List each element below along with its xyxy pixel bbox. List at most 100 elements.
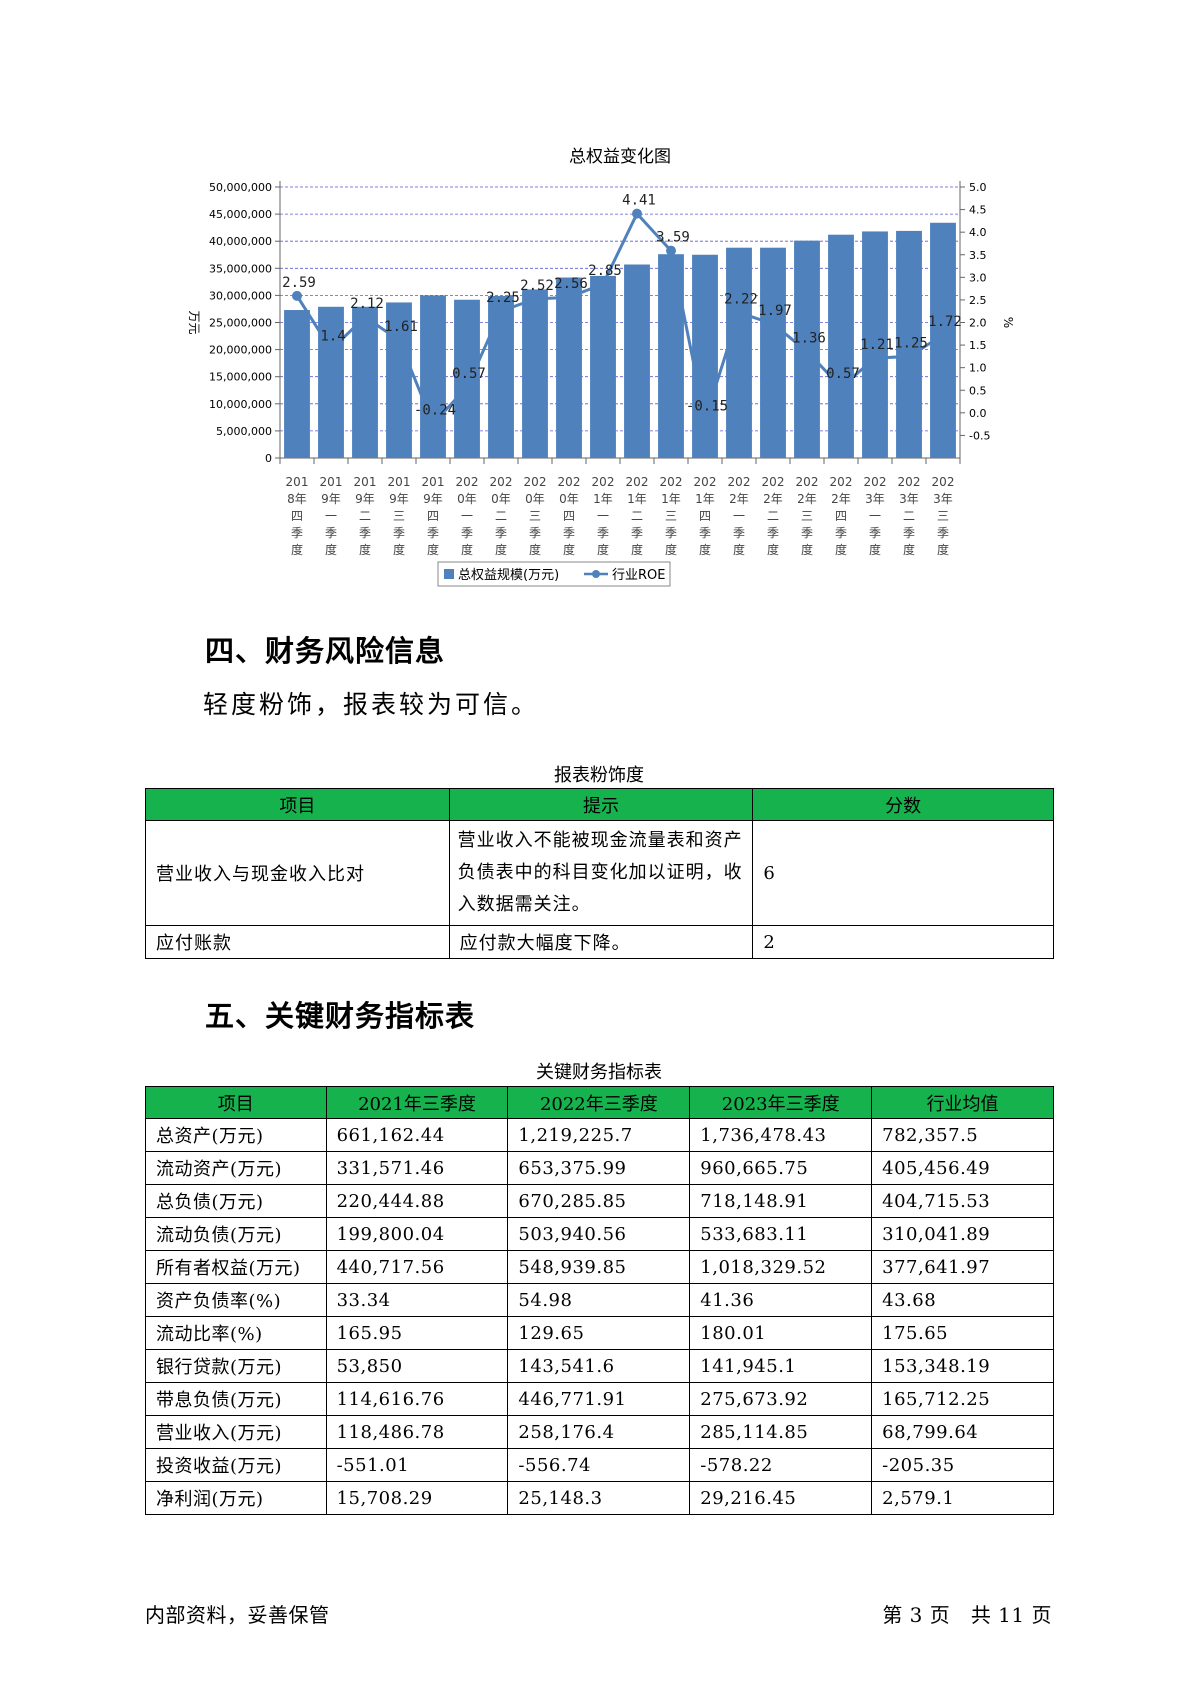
x-tick-label: 二 — [359, 509, 371, 523]
x-tick-label: 季 — [835, 526, 847, 540]
x-tick-label: 一 — [733, 509, 745, 523]
table-row: 营业收入(万元) 118,486.78 258,176.4 285,114.85 68,… — [145, 1415, 1054, 1449]
risk-table-header: 项目 提示 分数 — [145, 788, 1054, 821]
x-tick-label: 季 — [665, 526, 677, 540]
x-tick-label: 度 — [801, 542, 813, 557]
indicator-table-caption: 关键财务指标表 — [536, 1062, 662, 1083]
x-tick-label: 202 — [456, 475, 479, 489]
x-tick-label: 0年 — [457, 492, 477, 506]
x-tick-label: 三 — [529, 509, 541, 523]
indicator-value: 1,736,478.43 — [689, 1118, 873, 1152]
table-row: 所有者权益(万元) 440,717.56 548,939.85 1,018,329.5… — [145, 1250, 1054, 1284]
x-tick-label: 度 — [325, 542, 337, 557]
roe-data-label: 2.25 — [486, 290, 520, 306]
risk-hint: 应付款大幅度下降。 — [448, 925, 754, 959]
x-tick-label: 四 — [291, 509, 303, 523]
indicator-table-header: 项目 2021年三季度 2022年三季度 2023年三季度 行业均值 — [145, 1086, 1054, 1119]
x-tick-label: 度 — [869, 542, 881, 557]
indicator-value: 220,444.88 — [325, 1184, 509, 1218]
roe-point — [598, 279, 608, 290]
x-tick-label: 季 — [427, 526, 439, 540]
indicator-value: 114,616.76 — [325, 1382, 509, 1416]
indicator-value: 199,800.04 — [325, 1217, 509, 1251]
header-cell: 分数 — [752, 788, 1054, 821]
x-tick-label: 季 — [325, 526, 337, 540]
x-tick-label: 0年 — [559, 492, 579, 506]
table-row: 银行贷款(万元) 53,850 143,541.6 141,945.1 153,348.… — [145, 1349, 1054, 1383]
x-tick-label: 201 — [388, 475, 411, 489]
x-tick-label: 度 — [733, 542, 745, 557]
section-4-heading: 四、财务风险信息 — [205, 634, 446, 668]
indicator-value: 53,850 — [325, 1349, 509, 1383]
section-4-text: 轻度粉饰，报表较为可信。 — [203, 690, 540, 719]
bar — [624, 264, 650, 458]
roe-data-label: 4.41 — [622, 193, 656, 209]
x-tick-label: 季 — [529, 526, 541, 540]
table-row: 净利润(万元) 15,708.29 25,148.3 29,216.45 2,579.1 — [145, 1481, 1054, 1515]
x-tick-label: 季 — [359, 526, 371, 540]
legend-label-equity: 总权益规模(万元) — [458, 567, 559, 583]
x-tick-label: 季 — [597, 526, 609, 540]
legend-box — [437, 561, 671, 587]
x-tick-label: 度 — [767, 542, 779, 557]
roe-data-label: 2.12 — [350, 296, 384, 312]
x-tick-label: 度 — [359, 542, 371, 557]
roe-data-label: -0.15 — [686, 399, 728, 415]
indicator-table: 项目 2021年三季度 2022年三季度 2023年三季度 行业均值 总资产(万… — [145, 1086, 1054, 1515]
x-tick-label: 三 — [393, 509, 405, 523]
roe-data-label: 1.97 — [758, 303, 792, 319]
x-tick-label: 202 — [490, 475, 513, 489]
x-tick-label: 二 — [495, 509, 507, 523]
bar — [522, 289, 548, 458]
indicator-value: 41.36 — [689, 1283, 873, 1317]
risk-table-caption: 报表粉饰度 — [554, 765, 644, 786]
y2-tick-label: 1.5 — [969, 339, 987, 352]
roe-point — [734, 307, 744, 318]
x-tick-label: 一 — [325, 509, 337, 523]
section-5-heading: 五、关键财务指标表 — [205, 999, 476, 1033]
y2-tick-label: 0.5 — [969, 384, 987, 397]
x-tick-label: 9年 — [355, 492, 375, 506]
roe-data-label: -0.24 — [414, 403, 456, 419]
indicator-value: 68,799.64 — [871, 1415, 1054, 1449]
indicator-name: 资产负债率(%) — [145, 1283, 327, 1317]
indicator-value: 275,673.92 — [689, 1382, 873, 1416]
indicator-value: 54.98 — [507, 1283, 691, 1317]
x-tick-label: 季 — [767, 526, 779, 540]
roe-data-label: 0.57 — [452, 366, 486, 382]
roe-point — [462, 382, 472, 393]
roe-data-label: 2.85 — [588, 263, 622, 279]
indicator-name: 净利润(万元) — [145, 1481, 327, 1515]
x-tick-label: 度 — [291, 542, 303, 557]
roe-point — [496, 306, 506, 317]
table-row: 总资产(万元) 661,162.44 1,219,225.7 1,736,478.43… — [145, 1118, 1054, 1152]
x-tick-label: 9年 — [389, 492, 409, 506]
indicator-name: 银行贷款(万元) — [145, 1349, 327, 1383]
x-tick-label: 0年 — [525, 492, 545, 506]
indicator-value: 180.01 — [689, 1316, 873, 1350]
x-tick-label: 季 — [461, 526, 473, 540]
table-row: 营业收入与现金收入比对 营业收入不能被现金流量表和资产负债表中的科目变化加以证明… — [145, 820, 1054, 926]
x-tick-label: 202 — [932, 475, 955, 489]
roe-point — [666, 245, 676, 256]
x-tick-label: 2年 — [831, 492, 851, 506]
indicator-value: 661,162.44 — [325, 1118, 509, 1152]
indicator-value: 1,219,225.7 — [507, 1118, 691, 1152]
x-tick-label: 202 — [864, 475, 887, 489]
roe-point — [428, 418, 438, 429]
indicator-value: 258,176.4 — [507, 1415, 691, 1449]
x-tick-label: 二 — [767, 509, 779, 523]
x-tick-label: 2年 — [797, 492, 817, 506]
y-tick-label: 45,000,000 — [209, 208, 272, 221]
x-tick-label: 1年 — [695, 492, 715, 506]
x-tick-label: 季 — [393, 526, 405, 540]
risk-table: 项目 提示 分数 营业收入与现金收入比对 营业收入不能被现金流量表和资产负债表中… — [145, 788, 1054, 959]
y2-tick-label: 4.5 — [969, 204, 987, 217]
table-row: 流动比率(%) 165.95 129.65 180.01 175.65 — [145, 1316, 1054, 1350]
x-tick-label: 季 — [631, 526, 643, 540]
y2-tick-label: 2.0 — [969, 317, 987, 330]
risk-item: 应付账款 — [145, 925, 450, 959]
indicator-value: 446,771.91 — [507, 1382, 691, 1416]
x-tick-label: 3年 — [933, 492, 953, 506]
risk-score: 6 — [752, 820, 1054, 926]
